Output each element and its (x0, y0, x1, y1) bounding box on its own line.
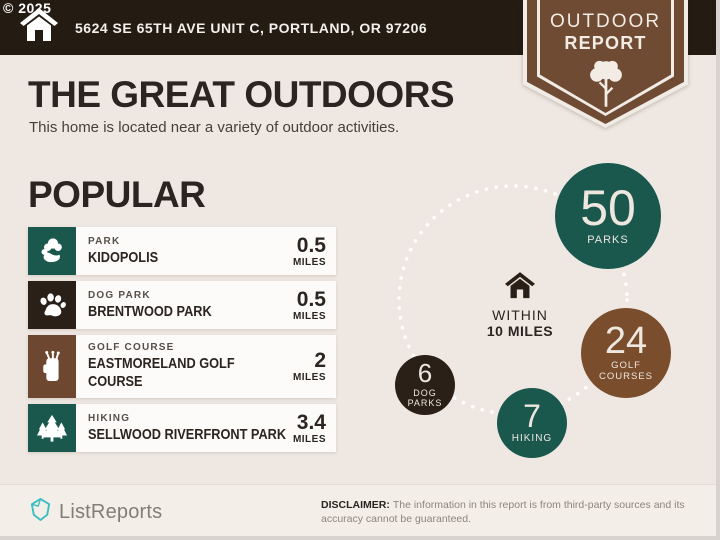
footer: ListReports DISCLAIMER: The information i… (0, 484, 716, 536)
item-category: HIKING (88, 412, 131, 424)
bubble-parks: 50 PARKS (555, 163, 661, 269)
page-title: THE GREAT OUTDOORS (28, 74, 455, 115)
item-distance: 2 (314, 349, 326, 372)
list-item-park: PARK KIDOPOLIS 0.5 MILES (28, 227, 336, 275)
item-category: DOG PARK (88, 289, 151, 301)
parks-count: 50 (580, 179, 636, 236)
within-line2: 10 MILES (486, 323, 554, 339)
within-line1: WITHIN (492, 307, 548, 323)
list-item-hiking: HIKING SELLWOOD RIVERFRONT PARK 3.4 MILE… (28, 404, 336, 452)
golf-bag-icon (28, 335, 76, 398)
bubble-golf-courses: 24 GOLF COURSES (581, 308, 671, 398)
item-distance: 0.5 (296, 233, 326, 257)
golf-courses-label: GOLF COURSES (599, 360, 653, 383)
popular-heading: POPULAR (28, 174, 206, 215)
bubble-dog-parks: 6 DOG PARKS (395, 355, 455, 415)
brand-name: ListReports (59, 500, 163, 523)
dog-parks-count: 6 (417, 358, 433, 389)
park-icon (28, 227, 76, 275)
badge-title-line1: OUTDOOR (549, 11, 662, 32)
listreports-pin-icon (29, 497, 52, 527)
item-distance-unit: MILES (292, 256, 326, 268)
bubble-hiking: 7 HIKING (497, 388, 567, 458)
list-item-golf-course: GOLF COURSE EASTMORELAND GOLF COURSE 2 M… (28, 335, 336, 398)
copyright-watermark: © 2025 (3, 0, 52, 16)
golf-courses-count: 24 (604, 320, 648, 363)
disclaimer-label: DISCLAIMER: (321, 499, 390, 511)
property-address: 5624 SE 65TH AVE UNIT C, PORTLAND, OR 97… (75, 19, 428, 36)
item-name: SELLWOOD RIVERFRONT PARK (88, 425, 287, 443)
home-icon-center (505, 272, 535, 303)
item-name: KIDOPOLIS (88, 248, 159, 266)
item-category: GOLF COURSE (88, 342, 175, 353)
item-distance-unit: MILES (292, 310, 326, 322)
popular-list: PARK KIDOPOLIS 0.5 MILES DOG PARK (28, 227, 336, 452)
home-icon (20, 8, 58, 47)
item-category: PARK (88, 235, 121, 247)
tree-icon (586, 59, 626, 114)
item-distance-unit: MILES (292, 372, 326, 383)
badge-title-line2: REPORT (564, 33, 647, 53)
parks-label: PARKS (587, 234, 629, 247)
outdoor-report-badge: OUTDOOR REPORT (523, 0, 688, 128)
item-distance: 3.4 (296, 410, 326, 434)
hiking-count: 7 (523, 398, 541, 435)
within-radius-label: WITHIN 10 MILES (465, 272, 575, 339)
paw-icon (28, 281, 76, 329)
item-distance-unit: MILES (292, 433, 326, 445)
radius-infographic: WITHIN 10 MILES 50 PARKS 24 GOLF COURSES… (360, 150, 700, 480)
item-name: BRENTWOOD PARK (88, 302, 212, 320)
dog-parks-label: DOG PARKS (407, 388, 443, 409)
hiking-label: HIKING (511, 433, 553, 445)
pine-trees-icon (28, 404, 76, 452)
page-subtitle: This home is located near a variety of o… (29, 119, 400, 136)
item-name: EASTMORELAND GOLF COURSE (88, 355, 235, 390)
listreports-logo: ListReports (29, 497, 162, 527)
list-item-dog-park: DOG PARK BRENTWOOD PARK 0.5 MILES (28, 281, 336, 329)
disclaimer-text: The information in this report is from t… (321, 499, 685, 526)
disclaimer: DISCLAIMER: The information in this repor… (321, 498, 705, 526)
item-distance: 0.5 (296, 287, 326, 311)
